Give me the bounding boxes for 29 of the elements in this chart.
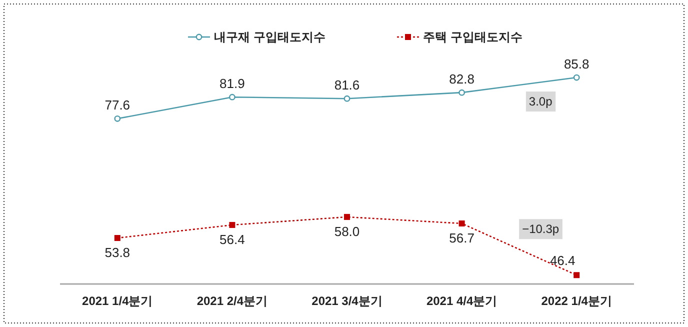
annotation: 3.0p xyxy=(528,94,553,109)
point xyxy=(114,235,120,241)
point xyxy=(344,95,350,102)
point xyxy=(229,94,236,100)
x-tick-label: 2021 4/4분기 xyxy=(426,294,498,308)
data-label: 82.8 xyxy=(449,72,474,87)
data-label: 56.4 xyxy=(220,232,245,247)
data-label: 85.8 xyxy=(564,56,590,72)
x-tick-label: 2021 2/4분기 xyxy=(196,294,268,308)
data-label: 56.7 xyxy=(449,230,474,246)
point xyxy=(114,115,121,122)
point xyxy=(458,89,465,96)
legend-label: 내구재 구입태도지수 xyxy=(214,30,326,44)
point xyxy=(458,220,465,226)
point xyxy=(229,222,236,228)
x-tick-label: 2022 1/4분기 xyxy=(541,294,612,308)
point xyxy=(573,74,580,81)
data-label: 81.9 xyxy=(220,76,245,92)
legend-label: 주택 구입태도지수 xyxy=(423,30,522,44)
x-tick-label: 2021 1/4분기 xyxy=(82,294,153,308)
x-tick-label: 2021 3/4분기 xyxy=(312,294,382,308)
data-label: 46.4 xyxy=(550,253,576,268)
annotation: −10.3p xyxy=(522,222,560,236)
point xyxy=(344,214,350,220)
data-label: 77.6 xyxy=(104,98,130,113)
point xyxy=(574,272,580,278)
data-label: 53.8 xyxy=(104,245,130,260)
data-label: 81.6 xyxy=(334,78,360,93)
data-label: 58.0 xyxy=(334,224,360,239)
